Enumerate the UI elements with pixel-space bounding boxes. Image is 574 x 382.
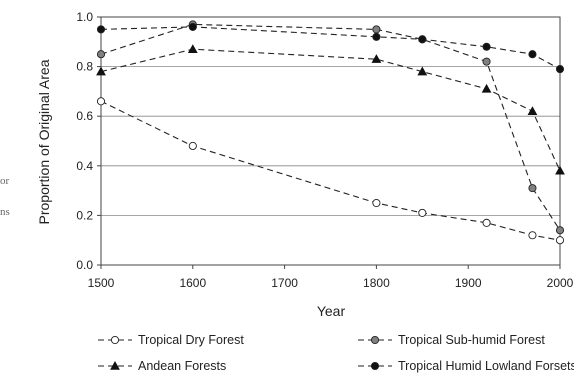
legend-item-tropical-sub-humid-forest: Tropical Sub-humid Forest bbox=[358, 333, 545, 347]
data-point-tropical-dry-forest-6 bbox=[555, 236, 565, 245]
plot-frame bbox=[100, 16, 561, 266]
series-line-andean-forests bbox=[100, 48, 561, 172]
data-point-tropical-dry-forest-3 bbox=[418, 208, 427, 217]
data-point-tropical-dry-forest-2 bbox=[372, 198, 381, 208]
legend-label-tropical-sub-humid-forest: Tropical Sub-humid Forest bbox=[398, 333, 545, 347]
data-point-tropical-humid-lowland-forsets-6 bbox=[555, 65, 565, 74]
legend: Tropical Dry Forest Tropical Sub-humid Fo… bbox=[98, 333, 574, 373]
x-tick-label-0: 1500 bbox=[88, 276, 115, 290]
legend-label-tropical-humid-lowland-forsets: Tropical Humid Lowland Forsets bbox=[398, 359, 574, 373]
y-tick-label-4: 0.8 bbox=[76, 60, 93, 74]
legend-marker-tropical-dry-forest bbox=[110, 335, 120, 345]
x-axis-title: Year bbox=[317, 303, 346, 319]
plot-area: 0.0 0.2 0.4 0.6 0.8 1.0 1500 1600 1700 1800 1900 20… bbox=[76, 10, 573, 290]
legend-label-andean-forests: Andean Forests bbox=[138, 359, 226, 373]
data-point-tropical-humid-lowland-forsets-1 bbox=[188, 22, 197, 31]
y-tick-label-2: 0.4 bbox=[76, 159, 93, 173]
legend-marker-tropical-humid-lowland-forsets bbox=[370, 361, 380, 371]
legend-item-andean-forests: Andean Forests bbox=[98, 359, 226, 373]
data-point-andean-forests-6 bbox=[555, 165, 565, 175]
data-point-andean-forests-3 bbox=[417, 66, 428, 76]
x-tick-label-1: 1600 bbox=[179, 276, 206, 290]
data-point-tropical-humid-lowland-forsets-2 bbox=[372, 32, 381, 41]
data-point-tropical-humid-lowland-forsets-4 bbox=[482, 42, 491, 51]
data-point-andean-forests-2 bbox=[371, 54, 382, 63]
data-point-andean-forests-5 bbox=[527, 106, 538, 115]
data-point-tropical-sub-humid-forest-2 bbox=[372, 25, 381, 34]
series-line-tropical-humid-lowland-forsets bbox=[100, 26, 561, 70]
data-point-tropical-humid-lowland-forsets-0 bbox=[96, 25, 106, 34]
legend-item-tropical-humid-lowland-forsets: Tropical Humid Lowland Forsets bbox=[358, 359, 574, 373]
data-point-tropical-sub-humid-forest-0 bbox=[96, 50, 106, 59]
data-point-tropical-dry-forest-1 bbox=[188, 141, 197, 151]
y-tick-label-3: 0.6 bbox=[76, 109, 93, 123]
legend-label-tropical-dry-forest: Tropical Dry Forest bbox=[138, 333, 244, 347]
data-point-tropical-humid-lowland-forsets-3 bbox=[418, 35, 427, 44]
legend-marker-andean-forests bbox=[110, 360, 120, 370]
series-line-tropical-dry-forest bbox=[100, 100, 561, 241]
data-point-andean-forests-1 bbox=[187, 44, 198, 53]
data-point-tropical-humid-lowland-forsets-5 bbox=[528, 50, 537, 59]
x-tick-label-5: 2000 bbox=[547, 276, 574, 290]
x-tick-label-2: 1700 bbox=[271, 276, 298, 290]
data-point-tropical-dry-forest-5 bbox=[528, 231, 537, 240]
data-point-tropical-sub-humid-forest-4 bbox=[482, 57, 491, 66]
legend-marker-tropical-sub-humid-forest bbox=[370, 335, 380, 345]
data-point-tropical-sub-humid-forest-5 bbox=[528, 184, 537, 193]
x-tick-label-3: 1800 bbox=[363, 276, 390, 290]
data-point-tropical-dry-forest-4 bbox=[482, 218, 491, 227]
legend-item-tropical-dry-forest: Tropical Dry Forest bbox=[98, 333, 244, 347]
y-tick-label-1: 0.2 bbox=[76, 208, 93, 222]
x-tick-label-4: 1900 bbox=[455, 276, 482, 290]
data-point-andean-forests-4 bbox=[481, 83, 492, 93]
margin-fragment-2: ns bbox=[0, 206, 10, 218]
margin-fragment-1: or bbox=[0, 175, 10, 187]
y-axis-title: Proportion of Original Area bbox=[36, 59, 52, 224]
data-point-tropical-sub-humid-forest-6 bbox=[555, 226, 565, 235]
data-point-tropical-dry-forest-0 bbox=[96, 97, 106, 106]
y-tick-label-0: 0.0 bbox=[76, 258, 93, 272]
data-point-andean-forests-0 bbox=[96, 66, 106, 76]
y-tick-label-5: 1.0 bbox=[76, 10, 93, 24]
